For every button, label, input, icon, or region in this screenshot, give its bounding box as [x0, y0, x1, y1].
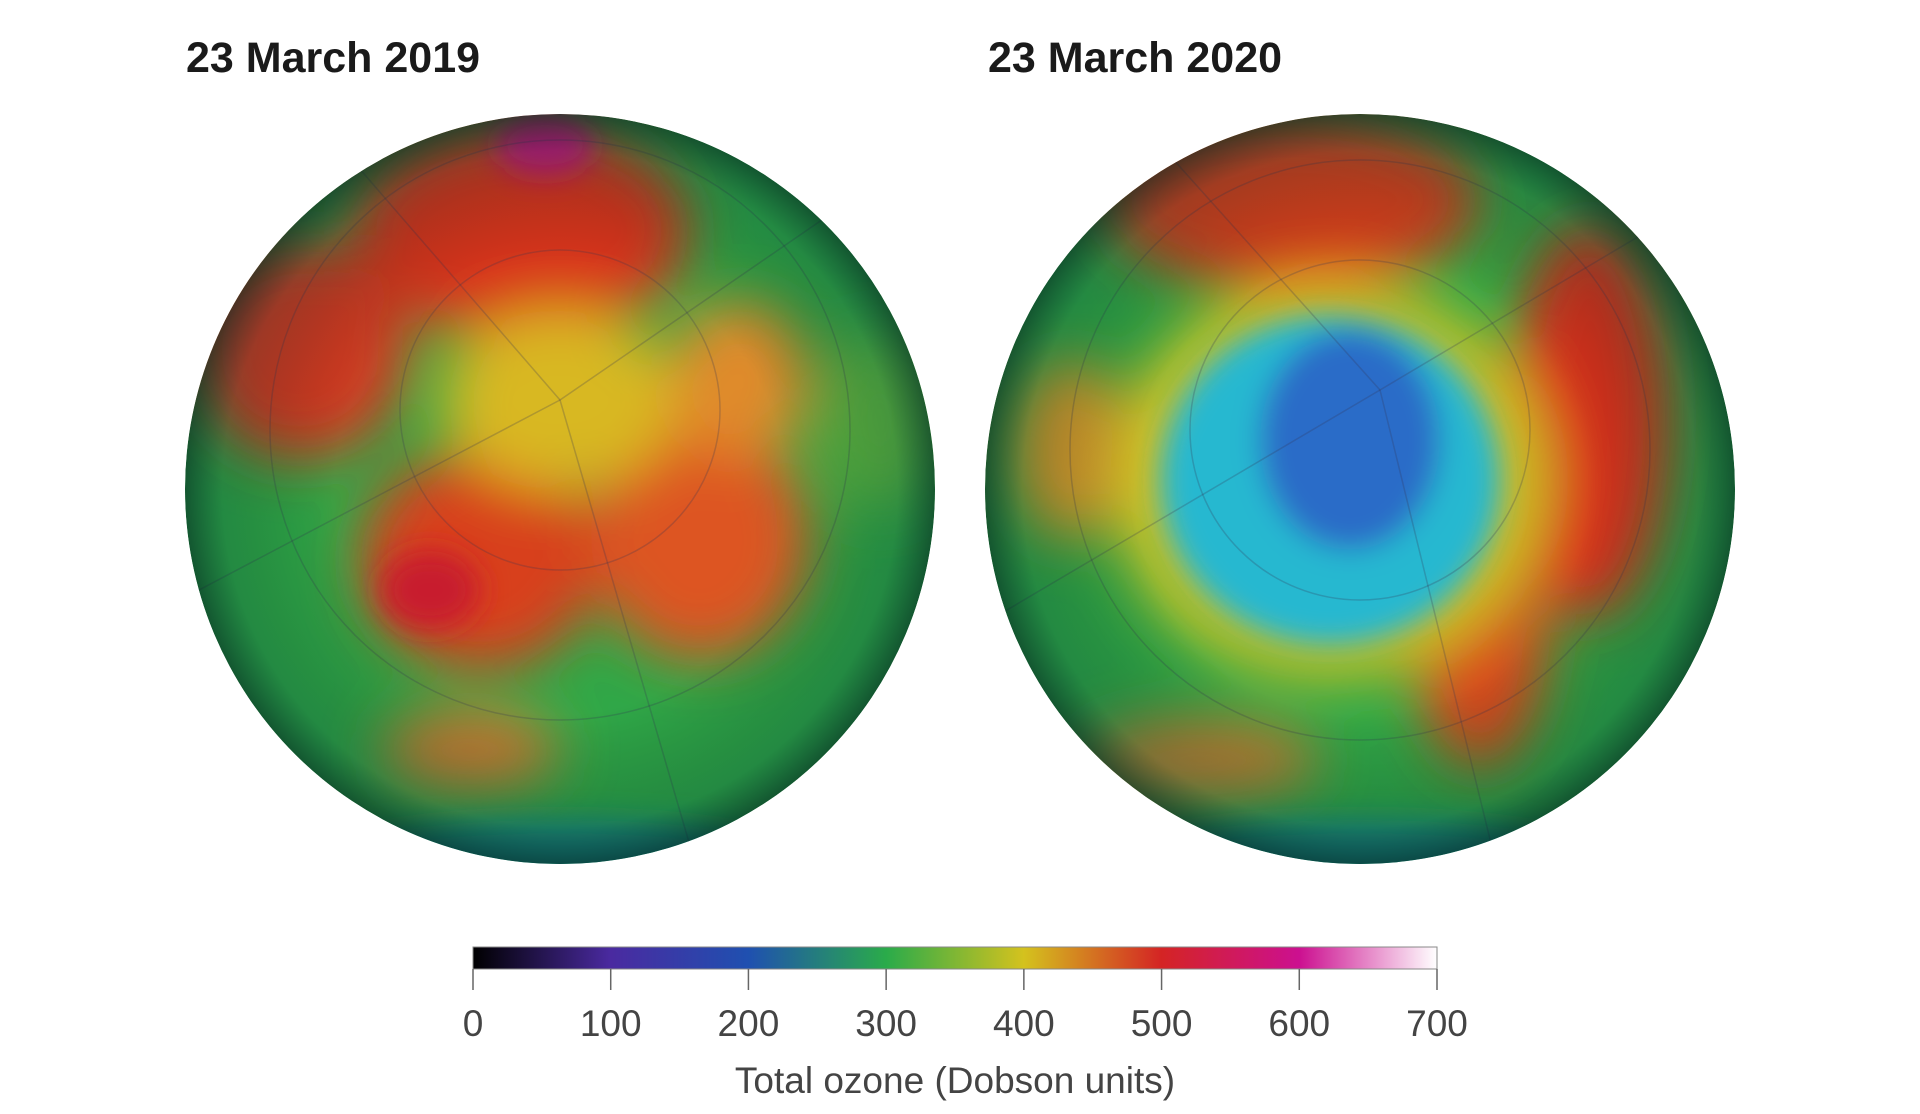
tick-label: 500: [1131, 1003, 1193, 1044]
tick-label: 200: [718, 1003, 780, 1044]
tick-label: 700: [1406, 1003, 1468, 1044]
tick-label: 300: [855, 1003, 917, 1044]
tick-label: 400: [993, 1003, 1055, 1044]
colorbar-label: Total ozone (Dobson units): [735, 1060, 1175, 1101]
tick-label: 0: [463, 1003, 484, 1044]
globe-2019: [185, 114, 935, 864]
map-title: 23 March 2019: [186, 34, 480, 82]
colorbar: [472, 946, 1438, 970]
tick-label: 100: [580, 1003, 642, 1044]
globe-2020: [985, 114, 1735, 864]
map-title: 23 March 2020: [988, 34, 1282, 82]
tick-label: 600: [1268, 1003, 1330, 1044]
